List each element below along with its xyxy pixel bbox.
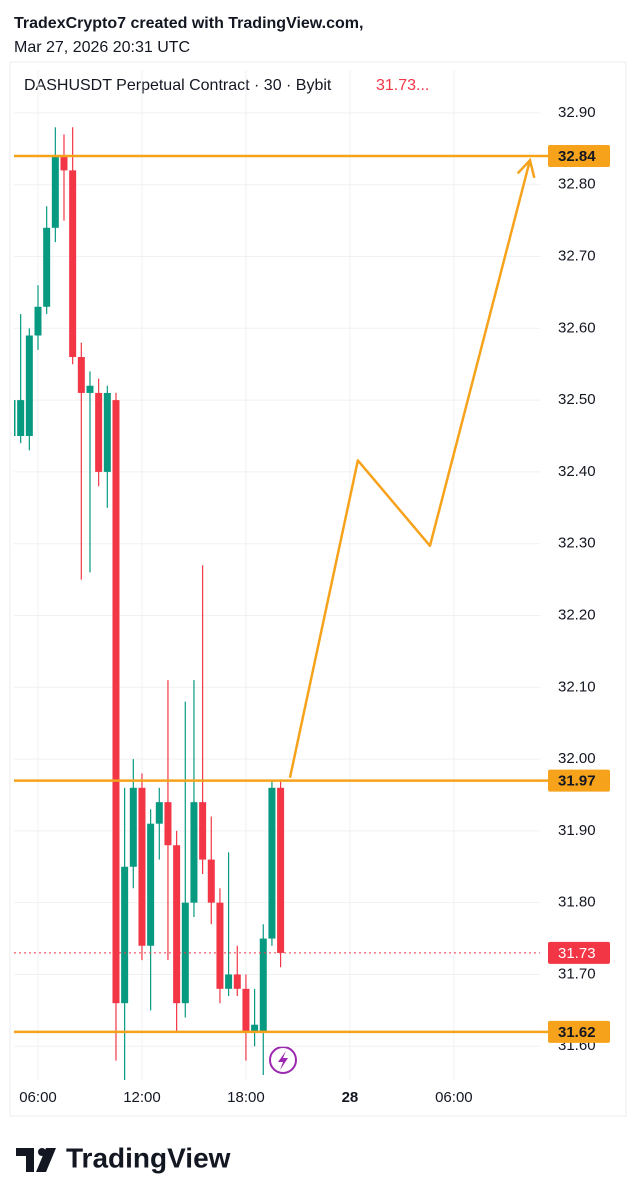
candle-body (164, 802, 172, 846)
title-price: 31.73... (376, 77, 429, 94)
candle-body (259, 938, 267, 1032)
y-tick-label: 32.30 (558, 535, 596, 552)
y-tick-label: 31.90 (558, 822, 596, 839)
candle-body (173, 845, 181, 1004)
level-label: 31.97 (558, 773, 596, 790)
x-tick-label: 28 (342, 1089, 359, 1106)
y-tick-label: 32.90 (558, 104, 596, 121)
candle-body (277, 787, 285, 953)
y-tick-label: 32.40 (558, 463, 596, 480)
projection-path (288, 159, 532, 779)
y-tick-label: 32.10 (558, 678, 596, 695)
candle-body (233, 974, 241, 989)
y-tick-label: 32.00 (558, 750, 596, 767)
candle-body (216, 902, 224, 989)
chart-frame (9, 61, 627, 1117)
candle-body (147, 823, 155, 946)
level-label: 31.62 (558, 1024, 596, 1041)
header-line2: Mar 27, 2026 20:31 UTC (14, 39, 190, 56)
candle-body (190, 802, 198, 903)
candle-body (242, 988, 250, 1032)
candle-body (43, 227, 51, 307)
level-tag (548, 1020, 610, 1043)
y-tick-label: 31.70 (558, 965, 596, 982)
candle-body (268, 787, 276, 939)
candle-body (121, 866, 129, 1004)
candle-body (17, 400, 25, 436)
candle-body (77, 357, 85, 393)
logo-text: TradingView (66, 1142, 231, 1173)
candle-body (112, 400, 120, 1004)
candle-body (60, 156, 68, 171)
y-tick-label: 32.50 (558, 391, 596, 408)
candle-body (225, 974, 233, 989)
candle-body (25, 335, 33, 436)
candle-body (86, 385, 94, 393)
y-tick-label: 32.20 (558, 606, 596, 623)
candle-body (155, 802, 163, 824)
candle-body (34, 306, 42, 336)
chart-title: DASHUSDT Perpetual Contract · 30 · Bybit (24, 77, 332, 94)
last-price-tag (548, 941, 610, 964)
candle-body (207, 859, 215, 903)
candle-body (251, 1024, 259, 1032)
candle-body (129, 787, 137, 867)
level-label: 32.84 (558, 148, 596, 165)
candle-body (95, 392, 103, 472)
y-tick-label: 32.70 (558, 247, 596, 264)
x-tick-label: 06:00 (435, 1089, 473, 1106)
projection-arrowhead (516, 157, 536, 179)
candle-body (103, 392, 111, 472)
candle-body (138, 787, 146, 946)
bolt-icon (269, 1046, 297, 1074)
candle-body (14, 400, 16, 436)
logo-mark (16, 1148, 56, 1172)
last-price-label: 31.73 (558, 945, 596, 962)
level-tag (548, 145, 610, 167)
y-tick-label: 32.60 (558, 319, 596, 336)
candle-body (51, 156, 59, 228)
x-tick-label: 12:00 (123, 1089, 161, 1106)
candle-body (199, 802, 207, 860)
y-tick-label: 31.80 (558, 894, 596, 911)
x-tick-label: 06:00 (19, 1089, 57, 1106)
level-tag (548, 769, 610, 792)
header-line1: TradexCrypto7 created with TradingView.c… (14, 15, 363, 32)
x-tick-label: 18:00 (227, 1089, 265, 1106)
candle-body (69, 170, 77, 358)
y-tick-label: 32.80 (558, 176, 596, 193)
